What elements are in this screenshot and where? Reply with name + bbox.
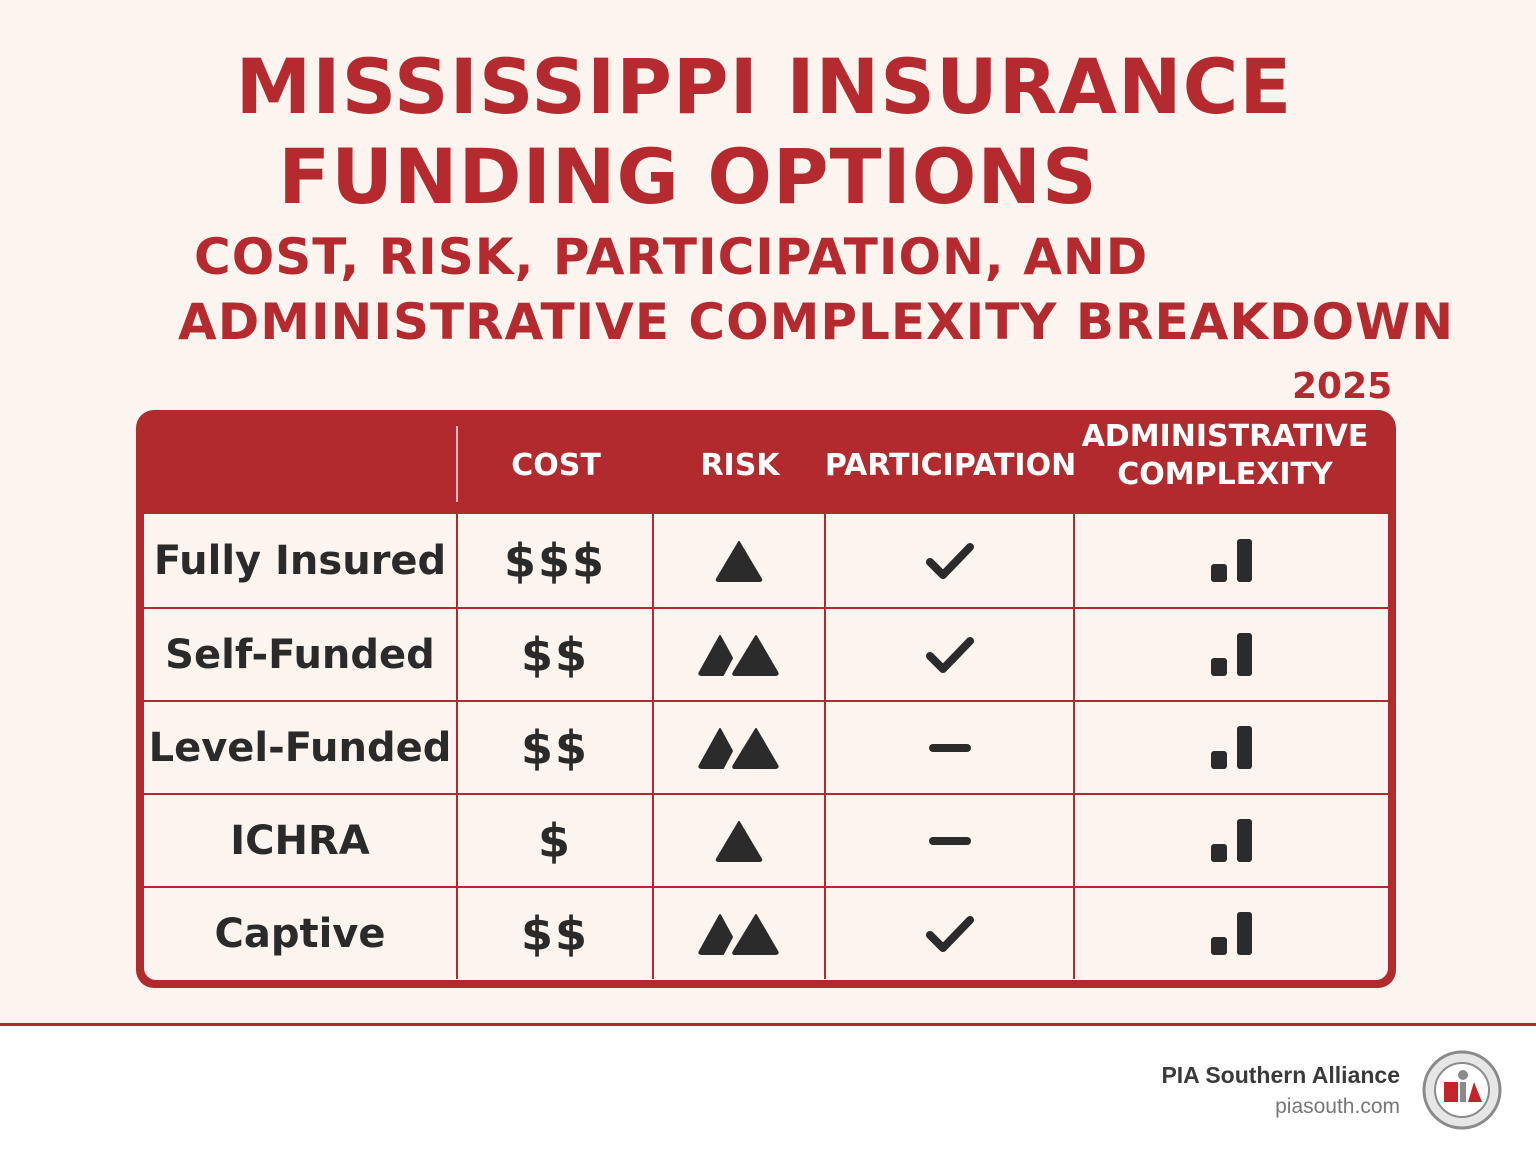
table-row: Fully Insured $$$ [144, 514, 1388, 607]
header-admin-line2: COMPLEXITY [1117, 457, 1333, 492]
table-row: Captive $$ [144, 886, 1388, 979]
header-admin-line1: ADMINISTRATIVE [1081, 419, 1369, 454]
footer-divider [0, 1023, 1536, 1026]
single-triangle-icon [715, 540, 763, 582]
check-icon [925, 636, 974, 673]
bar-chart-icon [1210, 911, 1252, 955]
cost-value: $$ [520, 906, 589, 961]
cell-option: Self-Funded [144, 609, 458, 700]
cell-risk [654, 702, 826, 793]
header-admin-complexity: ADMINISTRATIVE COMPLEXITY [1075, 404, 1375, 508]
bar-chart-icon [1210, 725, 1252, 769]
main-title-line1: MISSISSIPPI INSURANCE [235, 42, 1293, 131]
option-name: Captive [214, 910, 386, 957]
cell-admin [1075, 795, 1388, 886]
header-risk: RISK [700, 448, 780, 483]
cell-participation [826, 514, 1075, 607]
check-icon [925, 542, 974, 579]
check-icon [925, 915, 974, 952]
cell-cost: $$ [458, 609, 654, 700]
brand-name: PIA Southern Alliance [1161, 1062, 1400, 1088]
table-row: Self-Funded $$ [144, 607, 1388, 700]
cell-cost: $ [458, 795, 654, 886]
cell-cost: $$$ [458, 514, 654, 607]
brand-block: PIA Southern Alliance piasouth.com [1161, 1062, 1400, 1119]
option-name: Self-Funded [165, 631, 435, 678]
comparison-table: COST RISK PARTICIPATION ADMINISTRATIVE C… [136, 410, 1396, 988]
header-cost: COST [511, 448, 601, 483]
bar-chart-icon [1210, 632, 1252, 676]
cell-admin [1075, 702, 1388, 793]
cell-option: Captive [144, 888, 458, 979]
table-row: Level-Funded $$ [144, 700, 1388, 793]
cell-admin [1075, 609, 1388, 700]
bar-chart-icon [1210, 818, 1252, 862]
table-row: ICHRA $ [144, 793, 1388, 886]
cell-risk [654, 514, 826, 607]
table-body: Fully Insured $$$ Self-Funded $$ [144, 514, 1388, 980]
cell-admin [1075, 514, 1388, 607]
subtitle-line1: COST, RISK, PARTICIPATION, AND [194, 228, 1149, 286]
header-participation: PARTICIPATION [824, 448, 1077, 483]
cost-value: $$ [520, 627, 589, 682]
option-name: Level-Funded [148, 724, 452, 771]
cell-cost: $$ [458, 888, 654, 979]
header-divider [456, 426, 458, 502]
cell-participation [826, 888, 1075, 979]
cell-risk [654, 888, 826, 979]
cell-option: Fully Insured [144, 514, 458, 607]
cell-participation [826, 795, 1075, 886]
cell-option: Level-Funded [144, 702, 458, 793]
pia-seal-logo-icon [1422, 1050, 1502, 1130]
table-header: COST RISK PARTICIPATION ADMINISTRATIVE C… [136, 410, 1396, 514]
double-triangle-icon [698, 913, 779, 955]
cost-value: $$ [520, 720, 589, 775]
dash-icon [928, 836, 971, 845]
cell-risk [654, 609, 826, 700]
subtitle-line2: ADMINISTRATIVE COMPLEXITY BREAKDOWN [178, 293, 1455, 351]
cell-participation [826, 609, 1075, 700]
year-label: 2025 [1292, 366, 1393, 407]
header-empty [136, 410, 456, 514]
cell-option: ICHRA [144, 795, 458, 886]
cell-admin [1075, 888, 1388, 979]
cost-value: $$$ [503, 533, 607, 588]
poster-background: MISSISSIPPI INSURANCE FUNDING OPTIONS CO… [0, 0, 1536, 1025]
cost-value: $ [537, 813, 572, 868]
bar-chart-icon [1210, 538, 1252, 582]
double-triangle-icon [698, 634, 779, 676]
double-triangle-icon [698, 727, 779, 769]
brand-url: piasouth.com [1275, 1095, 1400, 1118]
single-triangle-icon [715, 820, 763, 862]
cell-cost: $$ [458, 702, 654, 793]
dash-icon [928, 743, 971, 752]
cell-risk [654, 795, 826, 886]
option-name: ICHRA [230, 817, 370, 864]
main-title-line2: FUNDING OPTIONS [278, 132, 1098, 221]
option-name: Fully Insured [153, 537, 447, 584]
cell-participation [826, 702, 1075, 793]
